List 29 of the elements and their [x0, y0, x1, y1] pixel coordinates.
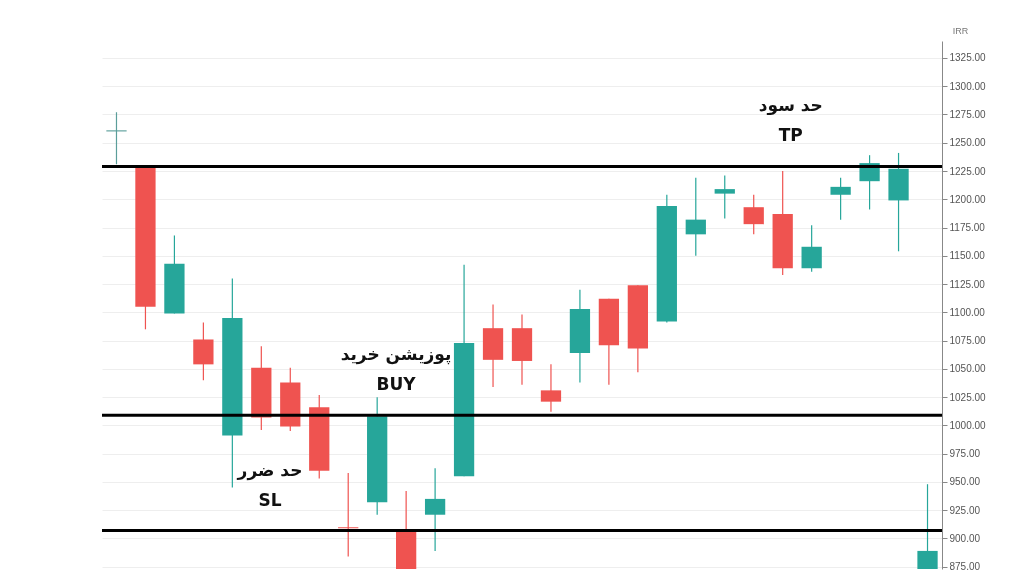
y-tick-label: 1150.00 — [949, 250, 986, 262]
candlestick — [743, 194, 764, 235]
candlestick — [917, 483, 938, 570]
candlestick — [540, 363, 562, 413]
y-tick-label: 1100.00 — [949, 306, 986, 318]
candlestick — [714, 174, 735, 220]
y-tick-label: 1125.00 — [949, 278, 986, 290]
y-tick-label: 1050.00 — [949, 363, 987, 375]
y-tick-label: 1175.00 — [949, 222, 986, 234]
y-tick-label: 1325.00 — [949, 52, 987, 64]
y-tick-label: 1075.00 — [949, 335, 987, 347]
y-tick-label: 950.00 — [949, 476, 981, 488]
candlestick — [685, 177, 706, 257]
candlestick — [106, 111, 127, 165]
y-tick-label: 975.00 — [949, 448, 981, 460]
y-tick-label: 1275.00 — [949, 108, 987, 120]
candlestick — [424, 467, 446, 552]
y-tick-label: 1200.00 — [949, 193, 987, 205]
y-axis-title: IRR — [952, 25, 969, 36]
y-tick-label: 925.00 — [949, 504, 981, 516]
y-tick-label: 1000.00 — [949, 419, 987, 431]
candlestick — [830, 177, 851, 221]
candlestick — [801, 224, 822, 273]
y-tick-label: 1225.00 — [949, 165, 987, 177]
y-tick-label: 875.00 — [949, 561, 981, 573]
y-tick-label: 1025.00 — [949, 391, 987, 403]
y-tick-label: 1300.00 — [949, 80, 987, 92]
y-tick-label: 900.00 — [949, 532, 981, 544]
y-tick-label: 1250.00 — [949, 137, 987, 149]
